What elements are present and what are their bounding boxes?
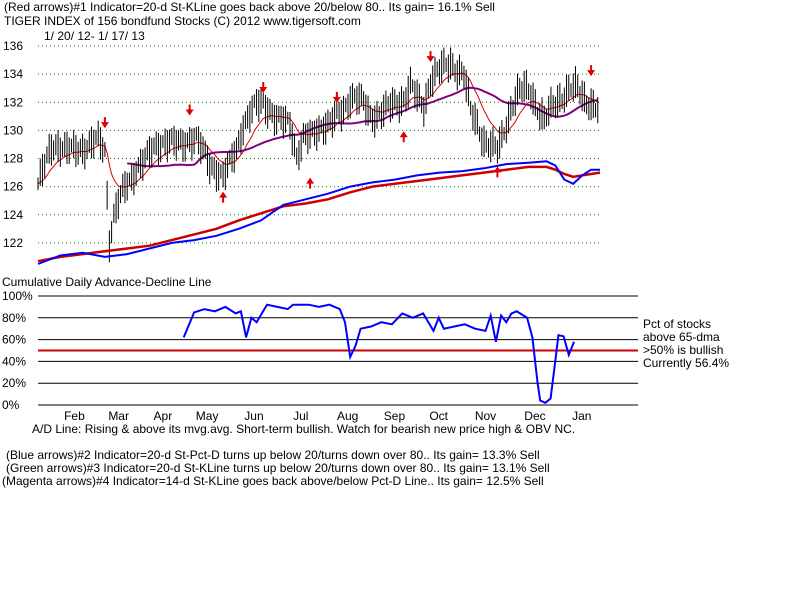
- red-up-arrow: [493, 166, 502, 178]
- red-down-arrow: [332, 91, 341, 103]
- month-tick-label: Mar: [108, 409, 129, 423]
- month-tick-label: Jun: [244, 409, 263, 423]
- footer-magenta-arrows: (Magenta arrows)#4 Indicator=14-d St-KLi…: [2, 474, 544, 488]
- upper-y-tick-label: 134: [3, 67, 23, 81]
- pct-current-value: Currently 56.4%: [643, 356, 730, 370]
- red-down-arrow: [426, 51, 435, 63]
- month-tick-label: Dec: [524, 409, 545, 423]
- ad-line-note: A/D Line: Rising & above its mvg.avg. Sh…: [32, 422, 576, 436]
- month-tick-label: Feb: [64, 409, 85, 423]
- price-bars: [37, 47, 599, 263]
- red-up-arrow: [306, 177, 315, 189]
- month-tick-label: Nov: [475, 409, 496, 423]
- signal-arrows: [100, 51, 596, 203]
- month-tick-labels: Feb Mar Apr May Jun Jul Aug Sep Oct Nov Dec Jan: [64, 409, 591, 423]
- footer-green-arrows: (Green arrows)#3 Indicator=20-d St-KLine…: [6, 461, 550, 475]
- long-moving-average: [127, 86, 598, 168]
- lower-y-tick-label: 40%: [2, 354, 26, 368]
- red-up-arrow: [399, 131, 408, 143]
- month-tick-label: Oct: [429, 409, 448, 423]
- month-tick-label: Sep: [384, 409, 406, 423]
- month-tick-label: May: [196, 409, 219, 423]
- month-tick-label: Jan: [572, 409, 591, 423]
- ad-line: [37, 160, 600, 265]
- ad-line-path: [37, 160, 600, 265]
- lower-y-tick-label: 60%: [2, 333, 26, 347]
- lower-y-tick-label: 20%: [2, 376, 26, 390]
- header-line-red-arrows: (Red arrows)#1 Indicator=20-d St-KLine g…: [4, 0, 495, 14]
- month-tick-label: Apr: [154, 409, 173, 423]
- red-down-arrow: [185, 104, 194, 116]
- lower-y-tick-label: 80%: [2, 311, 26, 325]
- red-up-arrow: [219, 191, 228, 203]
- ad-line-title: Cumulative Daily Advance-Decline Line: [2, 275, 212, 289]
- pct-above-65dma-line: [182, 303, 575, 404]
- upper-gridlines: [38, 45, 600, 244]
- pct-label-line2: above 65-dma: [643, 330, 720, 344]
- red-down-arrow: [587, 65, 596, 77]
- lower-y-tick-label: 0%: [2, 398, 20, 412]
- lower-gridlines: [38, 295, 638, 406]
- chart-title: TIGER INDEX of 156 bondfund Stocks (C) 2…: [4, 14, 361, 28]
- pct-line-path: [182, 303, 575, 404]
- footer-blue-arrows: (Blue arrows)#2 Indicator=20-d St-Pct-D …: [6, 448, 540, 462]
- upper-y-tick-label: 128: [3, 152, 23, 166]
- pct-label-line1: Pct of stocks: [643, 317, 712, 331]
- ad-moving-average: [37, 165, 601, 263]
- lower-y-tick-labels: 100% 80% 60% 40% 20% 0%: [2, 289, 33, 412]
- ad-ma-line: [37, 165, 601, 263]
- month-tick-label: Aug: [337, 409, 358, 423]
- upper-y-tick-label: 126: [3, 180, 23, 194]
- upper-y-tick-label: 122: [3, 236, 23, 250]
- upper-y-tick-label: 124: [3, 208, 23, 222]
- month-tick-label: Jul: [293, 409, 308, 423]
- upper-y-tick-label: 130: [3, 123, 23, 137]
- date-range: 1/ 20/ 12- 1/ 17/ 13: [44, 29, 145, 43]
- pct-label-line3: >50% is bullish: [643, 343, 724, 357]
- upper-y-tick-label: 132: [3, 95, 23, 109]
- red-down-arrow: [259, 82, 268, 93]
- upper-y-tick-labels: 122 124 126 128 130 132 134 136: [3, 39, 23, 250]
- red-down-arrow: [100, 117, 109, 129]
- purple-ma-line: [127, 86, 598, 168]
- upper-y-tick-label: 136: [3, 39, 23, 53]
- lower-y-tick-label: 100%: [2, 289, 33, 303]
